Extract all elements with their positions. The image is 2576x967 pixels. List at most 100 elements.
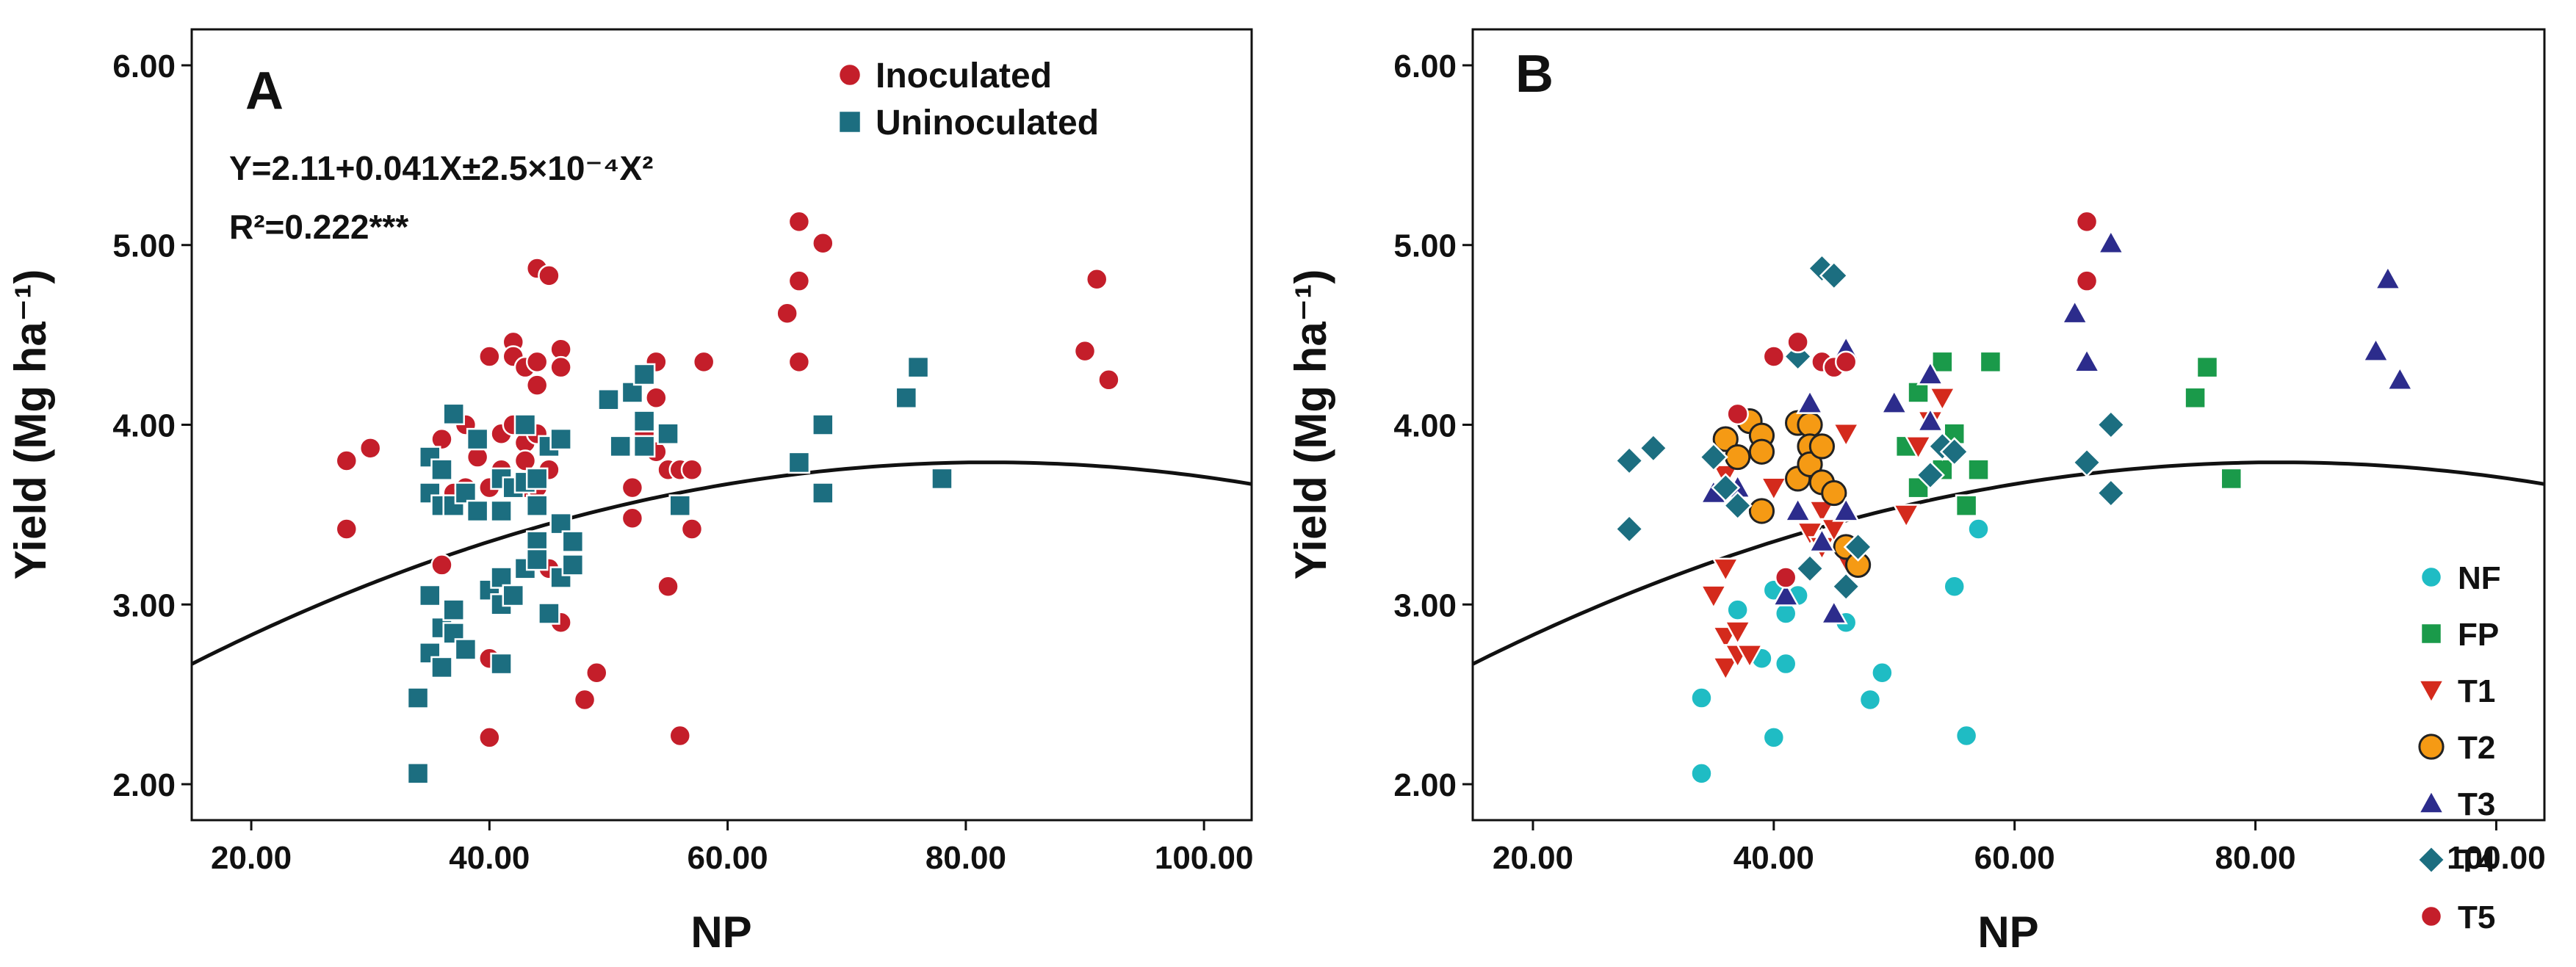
- point-inoculated: [621, 507, 644, 530]
- point-inoculated: [335, 449, 358, 472]
- point-t4: [2096, 478, 2126, 508]
- legend-label-t2: T2: [2458, 730, 2495, 766]
- point-t2: [1808, 433, 1836, 460]
- legend-marker-uninoculated: [837, 109, 862, 134]
- point-inoculated: [478, 345, 501, 368]
- y-tick-label: 2.00: [112, 767, 176, 803]
- point-uninoculated: [561, 554, 585, 576]
- x-tick-label: 80.00: [926, 840, 1006, 876]
- panel-a-legend: Inoculated Uninoculated: [837, 57, 1099, 142]
- point-uninoculated: [490, 652, 513, 676]
- y-tick-label: 3.00: [112, 587, 176, 623]
- panel-b-plot-frame: [1471, 28, 2546, 822]
- panel-a-fit-layer: [190, 460, 1252, 666]
- point-t4: [1843, 532, 1873, 562]
- point-inoculated: [430, 554, 453, 576]
- point-uninoculated: [609, 435, 632, 458]
- point-t3: [1783, 496, 1812, 522]
- panel-b-fit-layer: [1471, 460, 2545, 666]
- point-inoculated: [573, 688, 596, 711]
- point-t1: [1699, 584, 1728, 610]
- point-t1: [1904, 435, 1933, 461]
- point-uninoculated: [419, 446, 441, 468]
- point-t3: [2373, 264, 2402, 290]
- point-uninoculated: [466, 427, 489, 451]
- point-fp: [1967, 458, 1990, 481]
- point-t5: [1774, 566, 1797, 589]
- point-fp: [2196, 355, 2219, 379]
- point-t5: [1834, 350, 1858, 374]
- panel-a-r-squared: R²=0.222***: [229, 208, 408, 246]
- point-t1: [1711, 656, 1740, 682]
- point-uninoculated: [632, 435, 656, 458]
- point-t3: [2073, 347, 2101, 373]
- point-fp: [1955, 494, 1978, 517]
- y-tick-label: 3.00: [1393, 587, 1457, 623]
- point-t3: [1832, 496, 1861, 522]
- point-uninoculated: [442, 598, 465, 621]
- y-tick-label: 5.00: [1393, 228, 1457, 264]
- y-tick-label: 6.00: [112, 48, 176, 84]
- panel-b-y-axis-title: Yield (Mg ha⁻¹): [1286, 269, 1335, 580]
- legend-label-t5: T5: [2458, 899, 2495, 935]
- point-inoculated: [358, 437, 382, 460]
- x-tick-label: 20.00: [1493, 840, 1573, 876]
- point-t2: [1725, 443, 1751, 471]
- point-inoculated: [680, 458, 704, 481]
- point-uninoculated: [525, 467, 549, 490]
- point-t2: [1712, 426, 1739, 452]
- fit-curve: [190, 460, 1252, 666]
- y-tick-label: 5.00: [112, 228, 176, 264]
- point-uninoculated: [430, 458, 453, 481]
- y-tick-label: 4.00: [112, 408, 176, 444]
- point-t4: [1819, 261, 1849, 291]
- point-uninoculated: [430, 656, 453, 679]
- x-tick-label: 100.00: [1155, 840, 1254, 876]
- legend-marker-nf: [2420, 565, 2443, 589]
- point-inoculated: [621, 476, 644, 499]
- point-uninoculated: [668, 494, 692, 517]
- point-inoculated: [1085, 267, 1108, 291]
- panel-b-points-layer: [1614, 210, 2414, 785]
- point-fp: [2220, 467, 2243, 490]
- legend-label-nf: NF: [2458, 560, 2501, 596]
- legend-marker-t5: [2420, 905, 2443, 928]
- point-inoculated: [680, 518, 704, 540]
- panel-b-x-ticks: 20.00 40.00 60.00 80.00 100.00: [1493, 820, 2546, 876]
- x-tick-label: 40.00: [449, 840, 530, 876]
- point-t3: [1796, 388, 1824, 414]
- point-nf: [1955, 724, 1978, 747]
- point-t2: [1797, 451, 1823, 477]
- point-uninoculated: [490, 499, 513, 523]
- point-uninoculated: [442, 402, 465, 426]
- point-uninoculated: [895, 386, 918, 410]
- point-nf: [1967, 518, 1990, 540]
- point-uninoculated: [812, 413, 834, 436]
- point-t5: [1726, 402, 1749, 426]
- point-t5: [1786, 330, 1809, 354]
- point-uninoculated: [787, 451, 811, 474]
- point-t1: [1723, 620, 1752, 646]
- point-t3: [1916, 407, 1944, 432]
- y-tick-label: 2.00: [1393, 767, 1457, 803]
- point-uninoculated: [454, 638, 477, 661]
- point-uninoculated: [466, 499, 489, 523]
- point-t4: [1614, 446, 1645, 476]
- point-fp: [2184, 386, 2207, 410]
- point-inoculated: [525, 350, 549, 374]
- legend-label-uninoculated: Uninoculated: [876, 104, 1099, 142]
- point-uninoculated: [525, 548, 549, 571]
- panel-b-letter: B: [1515, 45, 1554, 104]
- point-t3: [2362, 336, 2390, 362]
- point-uninoculated: [525, 494, 549, 517]
- legend-label-fp: FP: [2458, 617, 2499, 653]
- point-nf: [1858, 688, 1882, 711]
- point-inoculated: [787, 269, 811, 292]
- point-t4: [1795, 554, 1825, 584]
- point-t3: [2096, 228, 2125, 254]
- point-uninoculated: [632, 363, 656, 386]
- point-uninoculated: [502, 584, 525, 607]
- panel-b-legend: NF FP T1 T2 T3 T4 T5: [2417, 560, 2501, 935]
- point-nf: [1762, 726, 1786, 749]
